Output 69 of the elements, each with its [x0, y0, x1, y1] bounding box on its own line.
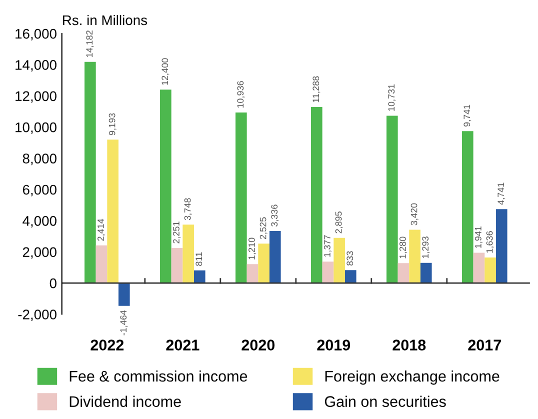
bar	[171, 248, 183, 284]
data-label: 12,400	[162, 58, 170, 85]
x-tick-label: 2021	[166, 340, 200, 350]
y-tick-label: 6,000	[22, 184, 56, 196]
y-tick-label: -2,000	[18, 310, 56, 322]
bar	[182, 224, 194, 284]
bar	[420, 262, 432, 284]
bar	[84, 62, 96, 284]
bar	[334, 238, 345, 284]
legend-label: Foreign exchange income	[325, 370, 500, 385]
x-tick-label: 2022	[90, 340, 124, 350]
bar	[322, 262, 334, 284]
data-label: 10,731	[388, 84, 396, 111]
data-label: 9,741	[464, 104, 472, 127]
bar	[398, 263, 410, 284]
data-label: 3,748	[184, 198, 192, 220]
legend-label: Fee & commission income	[70, 370, 248, 382]
bar	[409, 230, 420, 284]
bar	[118, 283, 130, 306]
bar	[269, 231, 281, 284]
y-tick-label: 14,000	[16, 60, 56, 72]
data-label: 1,210	[248, 238, 256, 260]
data-label: 1,941	[475, 226, 482, 248]
bar	[311, 107, 322, 284]
x-tick-label: 2019	[317, 340, 350, 350]
data-label: 1,377	[324, 235, 332, 257]
y-axis-title: Rs. in Millions	[63, 14, 148, 26]
data-label: 2,251	[173, 222, 180, 244]
data-label: 2,895	[335, 212, 343, 234]
bar	[160, 90, 172, 284]
data-label: 1,280	[400, 236, 407, 258]
data-label: 4,741	[498, 182, 506, 205]
bar	[246, 264, 258, 284]
data-label: 14,182	[86, 30, 94, 58]
data-label: 1,636	[486, 231, 494, 253]
data-label: 2,525	[260, 217, 268, 240]
y-tick-label: 16,000	[16, 28, 56, 40]
y-tick-label: 10,000	[16, 122, 56, 134]
data-label: 2,414	[98, 218, 105, 241]
bar	[462, 131, 474, 284]
x-tick-label: 2017	[468, 340, 501, 350]
x-tick-label: 2018	[392, 340, 426, 350]
bar	[194, 270, 206, 284]
data-label: 9,193	[108, 113, 116, 136]
bar	[496, 209, 508, 284]
bar	[107, 140, 118, 284]
data-label: 10,936	[237, 81, 245, 108]
bar	[386, 116, 398, 284]
y-tick-label: 12,000	[16, 91, 56, 103]
legend-label: Gain on securities	[324, 396, 446, 408]
legend-label: Dividend income	[70, 396, 181, 408]
data-label: 3,336	[271, 204, 279, 227]
bar	[344, 270, 356, 284]
bar	[258, 244, 270, 284]
data-label: 833	[346, 251, 354, 266]
y-tick-label: 2,000	[22, 247, 56, 259]
data-label: 811	[196, 252, 202, 266]
bar	[96, 245, 108, 284]
bar	[484, 258, 496, 284]
data-label: 11,288	[312, 76, 320, 102]
x-tick-label: 2020	[242, 340, 275, 350]
data-label: 1,293	[422, 236, 430, 258]
bar	[473, 252, 485, 284]
bar	[236, 112, 247, 284]
data-label: -1,464	[120, 310, 128, 336]
y-tick-label: 4,000	[22, 216, 56, 228]
data-label: 3,420	[410, 203, 418, 226]
y-tick-label: 0	[50, 278, 56, 288]
y-tick-label: 8,000	[22, 154, 56, 166]
